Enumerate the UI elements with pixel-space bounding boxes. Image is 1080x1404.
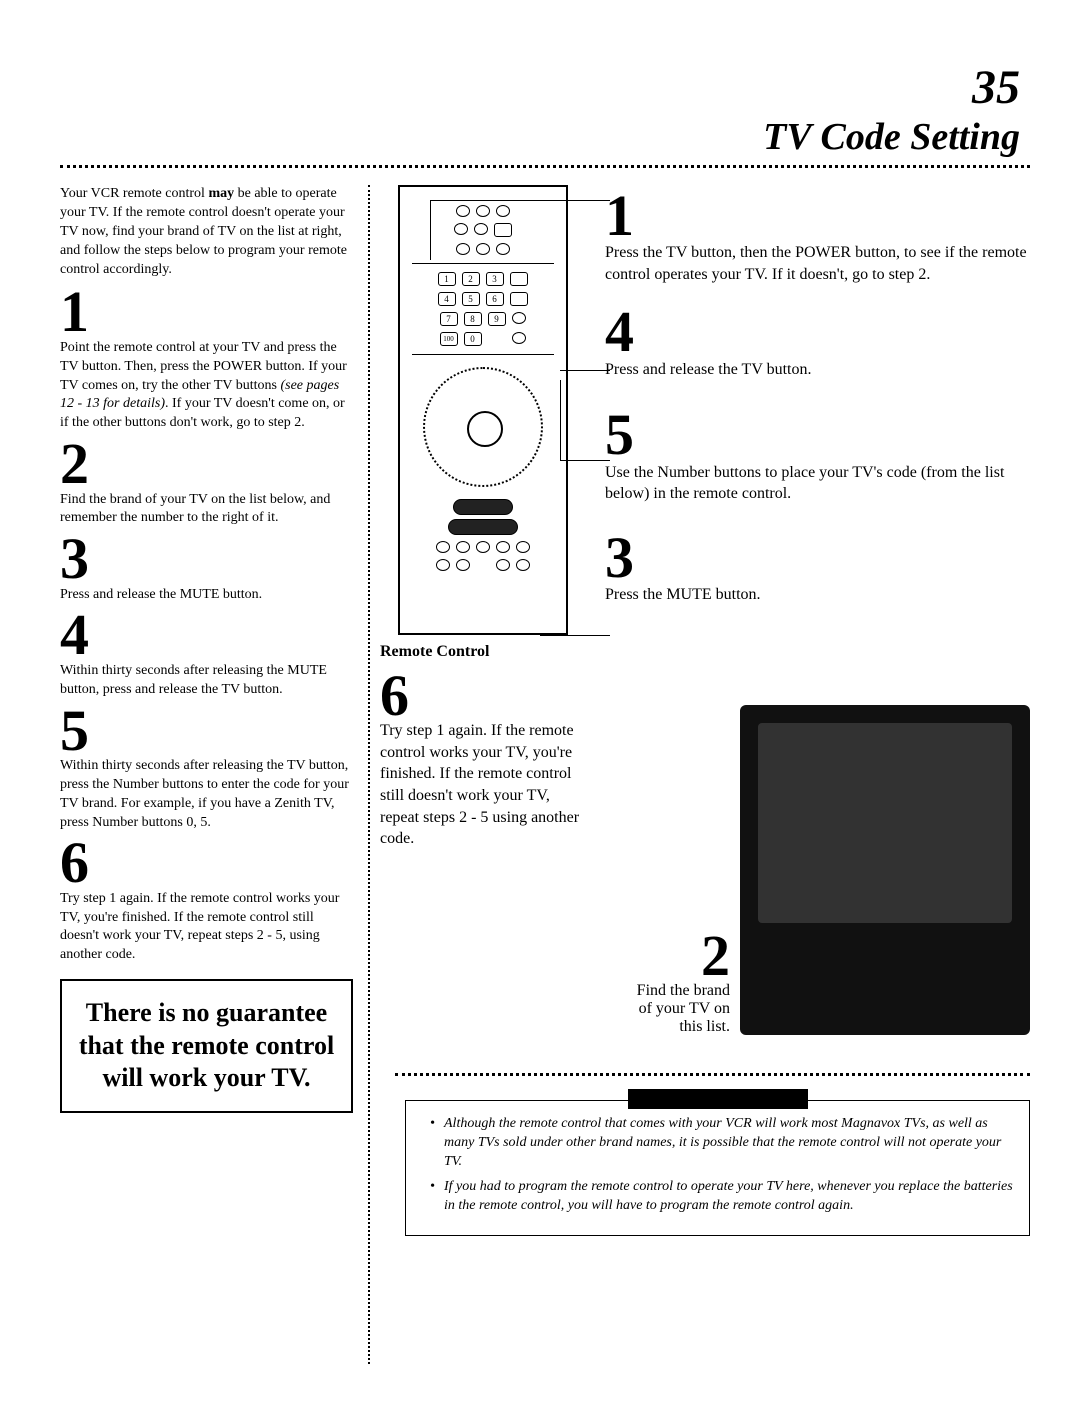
- left-column: Your VCR remote control may be able to o…: [60, 185, 370, 1364]
- remote-button: [494, 223, 512, 237]
- remote-num-4: 4: [438, 292, 456, 306]
- leader-line: [540, 635, 610, 636]
- remote-divider: [412, 354, 554, 355]
- remote-num-100: 100: [440, 332, 458, 346]
- remote-tv-button: [454, 223, 468, 235]
- right-step-6-number: 6: [380, 671, 585, 720]
- right-step-2: 2 Find the brand of your TV on this list…: [637, 930, 730, 1036]
- remote-button: [496, 559, 510, 571]
- header-divider: [60, 165, 1030, 168]
- leader-line: [560, 460, 610, 461]
- remote-num-6: 6: [486, 292, 504, 306]
- tv-photo: [740, 705, 1030, 1035]
- callout-box: There is no guarantee that the remote co…: [60, 979, 353, 1113]
- right-step-5-text: Use the Number buttons to place your TV'…: [605, 462, 1030, 505]
- remote-button: [456, 541, 470, 553]
- right-step-3-number: 3: [605, 533, 1030, 582]
- left-step-1-number: 1: [60, 287, 353, 336]
- right-step-1-text: Press the TV button, then the POWER butt…: [605, 242, 1030, 285]
- remote-num-2: 2: [462, 272, 480, 286]
- note-item-1: Although the remote control that comes w…: [430, 1115, 1015, 1172]
- remote-button: [512, 332, 526, 344]
- lower-divider: [395, 1073, 1030, 1076]
- remote-button: [456, 243, 470, 255]
- right-step-1: 1 Press the TV button, then the POWER bu…: [605, 191, 1030, 285]
- remote-button: [474, 223, 488, 235]
- remote-num-3: 3: [486, 272, 504, 286]
- leader-line: [430, 200, 610, 201]
- right-step-4: 4 Press and release the TV button.: [605, 307, 1030, 380]
- right-step-2-number: 2: [637, 930, 730, 982]
- remote-num-5: 5: [462, 292, 480, 306]
- left-step-1-text: Point the remote control at your TV and …: [60, 339, 353, 433]
- remote-button: [476, 205, 490, 217]
- jog-wheel: [423, 367, 543, 487]
- right-step-5: 5 Use the Number buttons to place your T…: [605, 410, 1030, 504]
- left-step-5-number: 5: [60, 706, 353, 755]
- remote-button: [512, 312, 526, 324]
- right-step-4-text: Press and release the TV button.: [605, 359, 1030, 381]
- left-step-3-number: 3: [60, 534, 353, 583]
- remote-button: [516, 559, 530, 571]
- right-step-2-line2: of your TV on: [639, 1000, 730, 1017]
- left-step-6-number: 6: [60, 838, 353, 887]
- page-title: TV Code Setting: [763, 115, 1020, 159]
- leader-line: [560, 370, 610, 371]
- remote-control-illustration: 1 2 3 4 5 6 7 8 9 100 0: [398, 185, 568, 635]
- remote-button: [456, 205, 470, 217]
- left-step-3-text: Press and release the MUTE button.: [60, 586, 353, 605]
- right-step-3: 3 Press the MUTE button.: [605, 533, 1030, 606]
- remote-button: [476, 541, 490, 553]
- left-step-2-number: 2: [60, 439, 353, 488]
- remote-button: [436, 541, 450, 553]
- remote-record-button: [453, 499, 513, 515]
- left-step-4-number: 4: [60, 610, 353, 659]
- right-step-3-text: Press the MUTE button.: [605, 584, 1030, 606]
- notes-tab: [628, 1089, 808, 1109]
- intro-paragraph: Your VCR remote control may be able to o…: [60, 185, 353, 279]
- step-6-block: 6 Try step 1 again. If the remote contro…: [380, 671, 585, 850]
- left-step-4-text: Within thirty seconds after releasing th…: [60, 662, 353, 700]
- leader-line: [560, 380, 561, 460]
- leader-line: [430, 200, 431, 260]
- left-step-6-text: Try step 1 again. If the remote control …: [60, 890, 353, 966]
- page-number: 35: [972, 60, 1020, 115]
- right-step-4-number: 4: [605, 307, 1030, 356]
- remote-num-1: 1: [438, 272, 456, 286]
- tv-screen: [758, 723, 1012, 923]
- right-step-1-number: 1: [605, 191, 1030, 240]
- right-step-6-text: Try step 1 again. If the remote control …: [380, 720, 585, 850]
- remote-num-0: 0: [464, 332, 482, 346]
- right-step-2-line3: this list.: [679, 1018, 730, 1035]
- left-step-2-text: Find the brand of your TV on the list be…: [60, 491, 353, 529]
- left-step-5-text: Within thirty seconds after releasing th…: [60, 757, 353, 833]
- remote-search-button: [448, 519, 518, 535]
- remote-divider: [412, 263, 554, 264]
- remote-button: [510, 272, 528, 286]
- note-item-2: If you had to program the remote control…: [430, 1178, 1015, 1216]
- jog-inner: [467, 411, 503, 447]
- remote-button: [496, 541, 510, 553]
- remote-button: [496, 205, 510, 217]
- remote-button: [496, 243, 510, 255]
- remote-num-9: 9: [488, 312, 506, 326]
- remote-num-8: 8: [464, 312, 482, 326]
- right-step-5-number: 5: [605, 410, 1030, 459]
- remote-button: [436, 559, 450, 571]
- remote-button: [510, 292, 528, 306]
- right-step-2-line1: Find the brand: [637, 982, 730, 999]
- remote-label: Remote Control: [380, 643, 585, 661]
- remote-num-7: 7: [440, 312, 458, 326]
- remote-mute-button: [456, 559, 470, 571]
- remote-button: [516, 541, 530, 553]
- remote-button: [476, 243, 490, 255]
- notes-box: Although the remote control that comes w…: [405, 1100, 1030, 1236]
